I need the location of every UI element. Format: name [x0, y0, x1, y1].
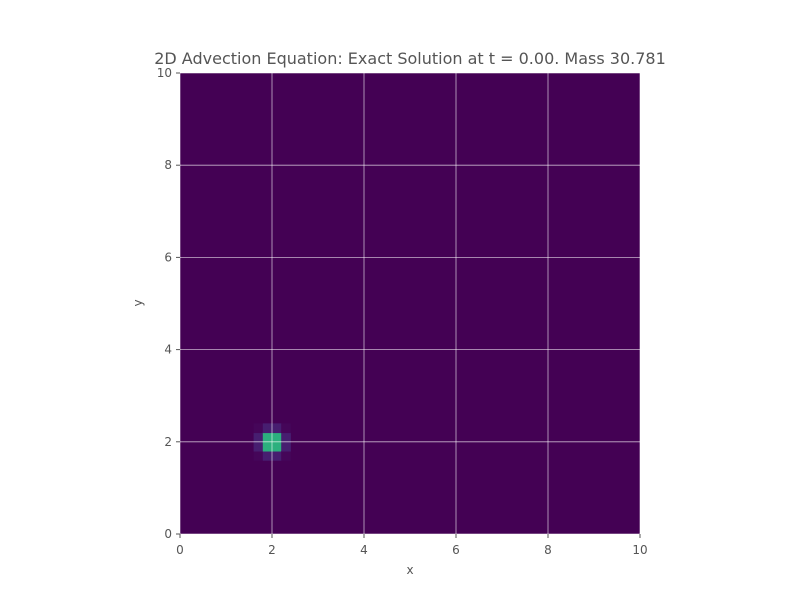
y-tick-label: 4 [164, 343, 172, 357]
tick-layer: 0 2 4 6 8 10 0 2 4 6 8 10 [157, 66, 648, 557]
grid-layer [179, 72, 641, 535]
y-tick-label: 8 [164, 158, 172, 172]
heatmap-cell [281, 441, 291, 452]
x-tick-label: 4 [360, 543, 368, 557]
x-axis-label: x [406, 563, 413, 577]
heatmap-background [180, 73, 640, 534]
heatmap-layer [180, 73, 640, 534]
x-tick-label: 8 [544, 543, 552, 557]
heatmap-cell [281, 423, 291, 434]
y-tick-label: 10 [157, 66, 172, 80]
heatmap-cell [253, 441, 264, 452]
x-tick-label: 0 [176, 543, 184, 557]
heatmap-cell [262, 451, 273, 461]
heatmap-cell [262, 441, 273, 452]
heatmap-cell [272, 441, 282, 452]
heatmap-cell [281, 451, 291, 461]
y-tick-label: 2 [164, 435, 172, 449]
y-tick-label: 6 [164, 250, 172, 264]
x-tick-label: 10 [632, 543, 647, 557]
x-tick-label: 6 [452, 543, 460, 557]
heatmap-cell [253, 432, 264, 443]
heatmap-cell [253, 451, 264, 461]
heatmap-cell [262, 432, 273, 443]
chart-title: 2D Advection Equation: Exact Solution at… [154, 49, 666, 68]
heatmap-cell [272, 451, 282, 461]
y-tick-label: 0 [164, 527, 172, 541]
heatmap-cell [272, 432, 282, 443]
y-axis-label: y [131, 299, 145, 306]
heatmap-cell [281, 432, 291, 443]
heatmap-cell [253, 423, 264, 434]
heatmap-cell [262, 423, 273, 434]
heatmap-cell [272, 423, 282, 434]
x-tick-label: 2 [268, 543, 276, 557]
